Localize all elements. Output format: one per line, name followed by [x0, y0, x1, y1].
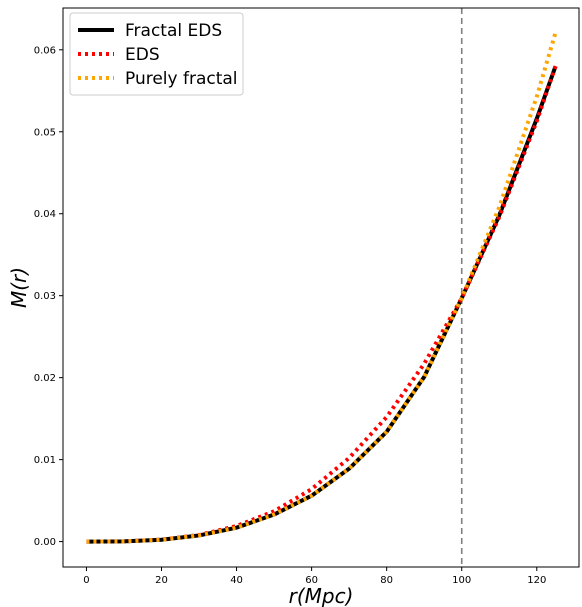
x-tick-label: 60 — [305, 575, 318, 586]
x-tick-label: 0 — [83, 575, 89, 586]
y-tick-label: 0.03 — [34, 291, 56, 302]
legend: Fractal EDS EDS Purely fractal — [69, 12, 244, 96]
plot-area — [86, 8, 558, 567]
y-tick-label: 0.02 — [34, 373, 56, 384]
y-tick-label: 0.00 — [34, 537, 56, 548]
series-layer — [86, 32, 558, 544]
y-tick-label: 0.01 — [34, 455, 56, 466]
series-line-fractal-eds — [86, 65, 558, 544]
legend-box — [69, 12, 244, 96]
x-tick-label: 40 — [230, 575, 243, 586]
legend-label: EDS — [125, 45, 160, 65]
plot-frame — [62, 7, 580, 568]
x-axis-label: r(Mpc) — [289, 584, 354, 607]
legend-label: Purely fractal — [125, 69, 238, 89]
y-tick-label: 0.05 — [34, 127, 56, 138]
y-axis-label: M(r) — [7, 267, 31, 308]
legend-label: Fractal EDS — [125, 21, 222, 41]
y-tick-label: 0.04 — [34, 209, 56, 220]
x-tick-label: 120 — [527, 575, 546, 586]
x-axis: 0 20 40 60 80 100 120 — [83, 567, 546, 586]
series-line-eds — [86, 65, 558, 544]
x-tick-label: 20 — [155, 575, 168, 586]
x-tick-label: 100 — [452, 575, 471, 586]
y-tick-label: 0.06 — [34, 45, 56, 56]
y-axis: 0.00 0.01 0.02 0.03 0.04 0.05 0.06 — [34, 45, 63, 548]
series-line-purely-fractal — [86, 32, 558, 544]
x-tick-label: 80 — [380, 575, 393, 586]
